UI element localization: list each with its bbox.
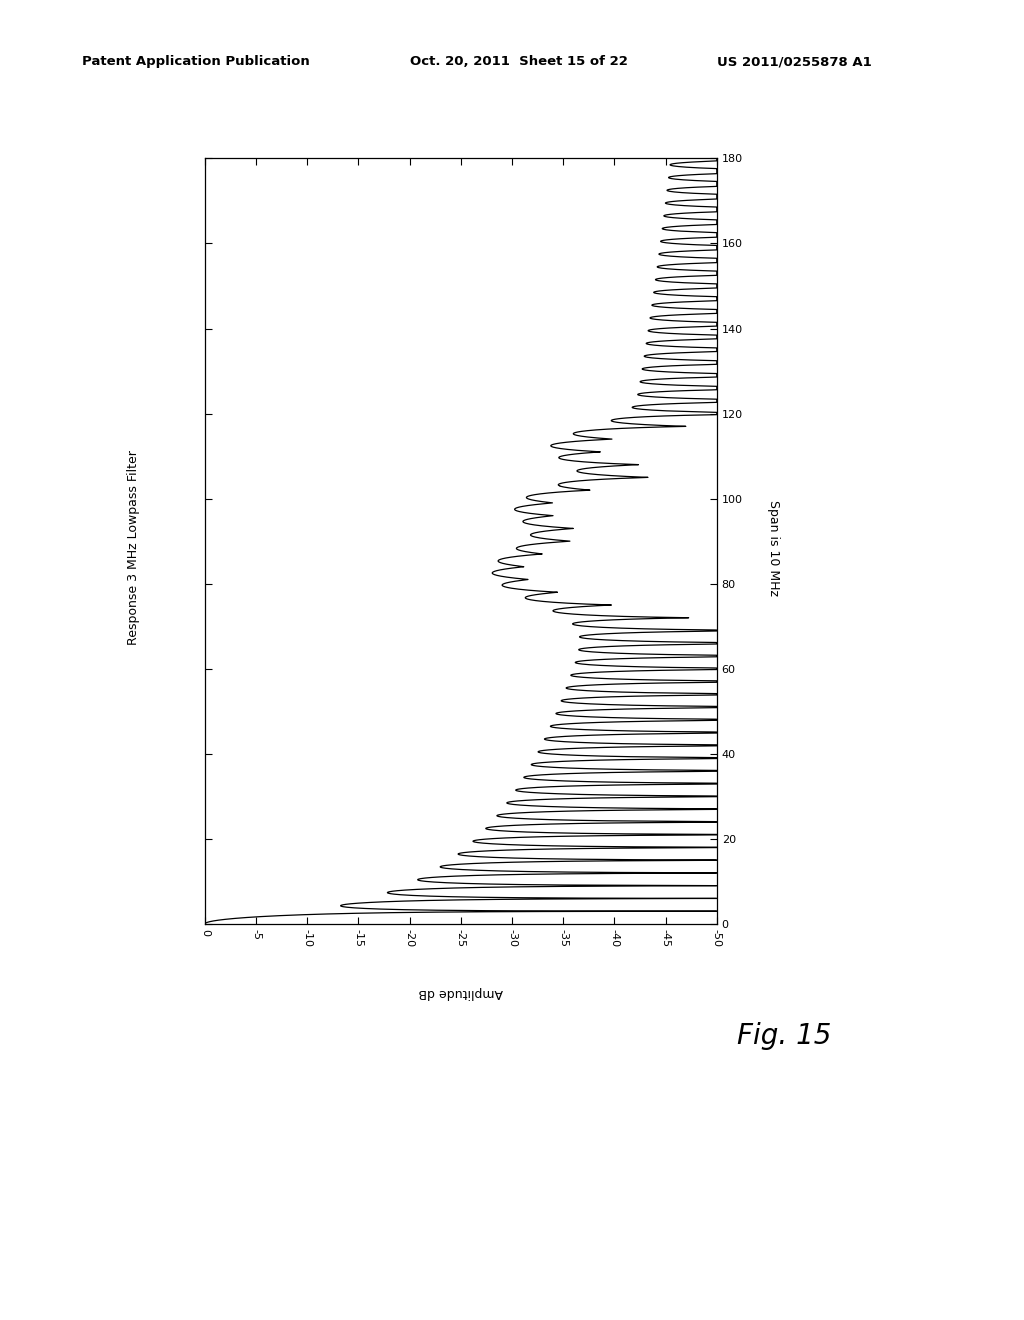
Text: US 2011/0255878 A1: US 2011/0255878 A1 — [717, 55, 871, 69]
X-axis label: Amplitude dB: Amplitude dB — [419, 986, 503, 999]
Text: Fig. 15: Fig. 15 — [737, 1022, 831, 1051]
Text: Response 3 MHz Lowpass Filter: Response 3 MHz Lowpass Filter — [127, 450, 139, 645]
Text: Oct. 20, 2011  Sheet 15 of 22: Oct. 20, 2011 Sheet 15 of 22 — [410, 55, 628, 69]
Text: Span is 10 MHz: Span is 10 MHz — [767, 500, 779, 595]
Text: Patent Application Publication: Patent Application Publication — [82, 55, 309, 69]
